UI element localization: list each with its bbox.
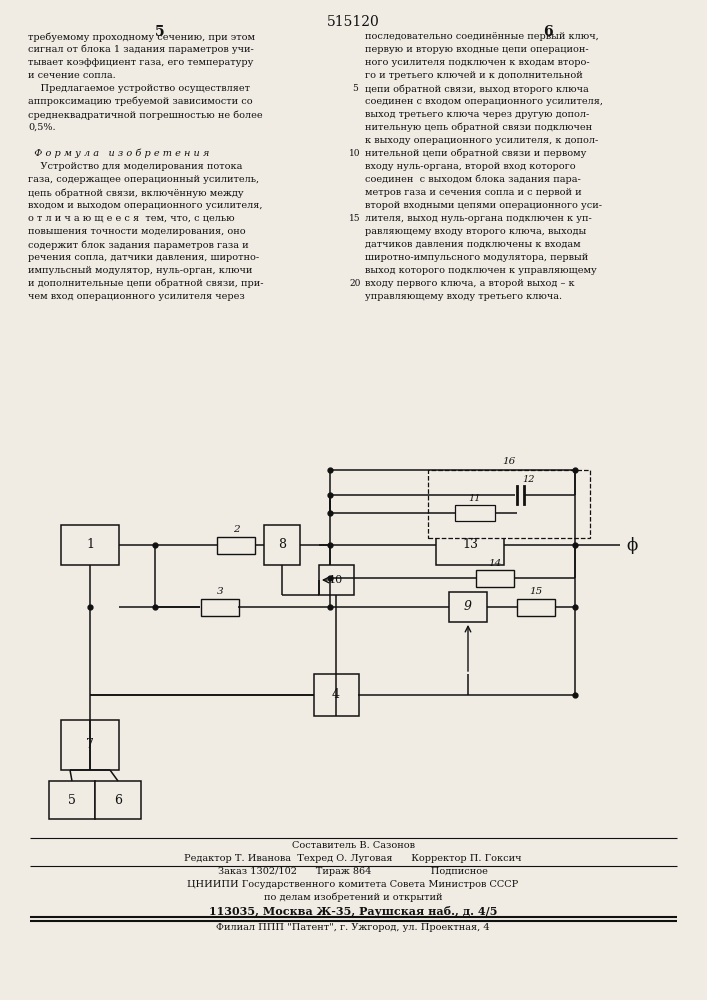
Text: 16: 16	[503, 457, 515, 466]
Text: о т л и ч а ю щ е е с я  тем, что, с целью: о т л и ч а ю щ е е с я тем, что, с цель…	[28, 214, 235, 223]
Text: 5: 5	[68, 794, 76, 806]
Text: цепь обратной связи, включённую между: цепь обратной связи, включённую между	[28, 188, 244, 198]
Text: 10: 10	[349, 149, 361, 158]
Text: ϕ: ϕ	[626, 536, 637, 554]
Bar	[264, 525, 300, 565]
Bar	[313, 674, 358, 716]
Text: соединен с входом операционного усилителя,: соединен с входом операционного усилител…	[365, 97, 603, 106]
Bar	[217, 536, 255, 554]
Text: ЦНИИПИ Государственного комитета Совета Министров СССР: ЦНИИПИ Государственного комитета Совета …	[187, 880, 519, 889]
Text: к выходу операционного усилителя, к допол-: к выходу операционного усилителя, к допо…	[365, 136, 598, 145]
Text: 15: 15	[349, 214, 361, 223]
Text: 9: 9	[464, 600, 472, 613]
Text: 7: 7	[86, 738, 94, 752]
Text: речения сопла, датчики давления, широтно-: речения сопла, датчики давления, широтно…	[28, 253, 259, 262]
Text: 10: 10	[329, 575, 343, 585]
Text: 14: 14	[489, 558, 502, 568]
Text: 15: 15	[530, 587, 543, 596]
Text: равляющему входу второго ключа, выходы: равляющему входу второго ключа, выходы	[365, 227, 586, 236]
Bar	[201, 598, 239, 615]
Bar	[61, 525, 119, 565]
Text: Заказ 1302/102      Тираж 864                   Подписное: Заказ 1302/102 Тираж 864 Подписное	[218, 867, 488, 876]
Text: 113035, Москва Ж-35, Раушская наб., д. 4/5: 113035, Москва Ж-35, Раушская наб., д. 4…	[209, 906, 497, 917]
Text: выход которого подключен к управляющему: выход которого подключен к управляющему	[365, 266, 597, 275]
Text: 5: 5	[156, 25, 165, 39]
Text: го и третьего ключей и к дополнительной: го и третьего ключей и к дополнительной	[365, 71, 583, 80]
Text: датчиков давления подключены к входам: датчиков давления подключены к входам	[365, 240, 580, 249]
Text: Редактор Т. Иванова  Техред О. Луговая      Корректор П. Гоксич: Редактор Т. Иванова Техред О. Луговая Ко…	[185, 854, 522, 863]
Text: входу первого ключа, а второй выход – к: входу первого ключа, а второй выход – к	[365, 279, 575, 288]
Text: 515120: 515120	[327, 15, 380, 29]
Text: 0,5%.: 0,5%.	[28, 123, 56, 132]
Text: 5: 5	[352, 84, 358, 93]
Text: 6: 6	[114, 794, 122, 806]
Text: нительную цепь обратной связи подключен: нительную цепь обратной связи подключен	[365, 123, 592, 132]
Text: нительной цепи обратной связи и первому: нительной цепи обратной связи и первому	[365, 149, 586, 158]
Bar	[95, 781, 141, 819]
Bar	[428, 470, 590, 538]
Bar	[436, 525, 504, 565]
Text: газа, содержащее операционный усилитель,: газа, содержащее операционный усилитель,	[28, 175, 259, 184]
Text: второй входными цепями операционного уси-: второй входными цепями операционного уси…	[365, 201, 602, 210]
Text: цепи обратной связи, выход второго ключа: цепи обратной связи, выход второго ключа	[365, 84, 589, 94]
Text: 2: 2	[233, 526, 239, 534]
Text: управляющему входу третьего ключа.: управляющему входу третьего ключа.	[365, 292, 562, 301]
Bar	[449, 592, 487, 622]
Text: Составитель В. Сазонов: Составитель В. Сазонов	[291, 841, 414, 850]
Text: соединен  с выходом блока задания пара-: соединен с выходом блока задания пара-	[365, 175, 580, 184]
Text: 13: 13	[462, 538, 478, 552]
Text: Ф о р м у л а   и з о б р е т е н и я: Ф о р м у л а и з о б р е т е н и я	[28, 149, 209, 158]
Text: 6: 6	[543, 25, 553, 39]
Text: чем вход операционного усилителя через: чем вход операционного усилителя через	[28, 292, 245, 301]
Text: 20: 20	[349, 279, 361, 288]
Text: лителя, выход нуль-органа подключен к уп-: лителя, выход нуль-органа подключен к уп…	[365, 214, 592, 223]
Text: содержит блок задания параметров газа и: содержит блок задания параметров газа и	[28, 240, 249, 249]
Text: широтно-импульсного модулятора, первый: широтно-импульсного модулятора, первый	[365, 253, 588, 262]
Text: 11: 11	[469, 494, 481, 503]
Text: входом и выходом операционного усилителя,: входом и выходом операционного усилителя…	[28, 201, 262, 210]
Text: сигнал от блока 1 задания параметров учи-: сигнал от блока 1 задания параметров учи…	[28, 45, 254, 54]
Bar	[476, 570, 514, 586]
Text: 4: 4	[332, 688, 340, 702]
Bar	[61, 720, 119, 770]
Text: метров газа и сечения сопла и с первой и: метров газа и сечения сопла и с первой и	[365, 188, 582, 197]
Text: и сечение сопла.: и сечение сопла.	[28, 71, 116, 80]
Text: по делам изобретений и открытий: по делам изобретений и открытий	[264, 893, 443, 902]
Text: повышения точности моделирования, оно: повышения точности моделирования, оно	[28, 227, 245, 236]
Text: Филиал ППП "Патент", г. Ужгород, ул. Проектная, 4: Филиал ППП "Патент", г. Ужгород, ул. Про…	[216, 923, 490, 932]
Text: 8: 8	[278, 538, 286, 552]
Bar	[455, 505, 495, 521]
Text: 12: 12	[522, 475, 534, 484]
Text: требуемому проходному сечению, при этом: требуемому проходному сечению, при этом	[28, 32, 255, 41]
Text: первую и вторую входные цепи операцион-: первую и вторую входные цепи операцион-	[365, 45, 589, 54]
Text: выход третьего ключа через другую допол-: выход третьего ключа через другую допол-	[365, 110, 589, 119]
Bar	[318, 565, 354, 595]
Text: 3: 3	[216, 587, 223, 596]
Text: последовательно соединённые первый ключ,: последовательно соединённые первый ключ,	[365, 32, 599, 41]
Text: и дополнительные цепи обратной связи, при-: и дополнительные цепи обратной связи, пр…	[28, 279, 264, 288]
Text: Устройство для моделирования потока: Устройство для моделирования потока	[28, 162, 243, 171]
Text: Предлагаемое устройство осуществляет: Предлагаемое устройство осуществляет	[28, 84, 250, 93]
Text: входу нуль-органа, второй вход которого: входу нуль-органа, второй вход которого	[365, 162, 575, 171]
Text: ного усилителя подключен к входам второ-: ного усилителя подключен к входам второ-	[365, 58, 590, 67]
Text: импульсный модулятор, нуль-орган, ключи: импульсный модулятор, нуль-орган, ключи	[28, 266, 252, 275]
Bar	[49, 781, 95, 819]
Text: среднеквадратичной погрешностью не более: среднеквадратичной погрешностью не более	[28, 110, 262, 119]
Text: тывает коэффициент газа, его температуру: тывает коэффициент газа, его температуру	[28, 58, 253, 67]
Bar	[517, 598, 555, 615]
Text: 1: 1	[86, 538, 94, 552]
Text: аппроксимацию требуемой зависимости со: аппроксимацию требуемой зависимости со	[28, 97, 252, 106]
